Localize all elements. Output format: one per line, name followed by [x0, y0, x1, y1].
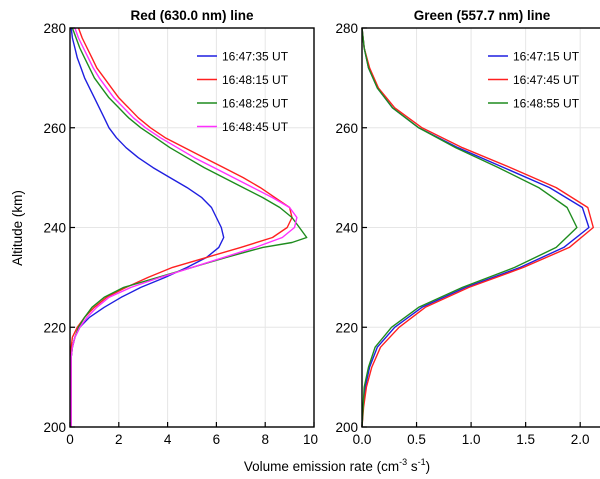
green-line-panel: Green (557.7 nm) line 200 220 240 260 280 0.0… — [335, 8, 600, 447]
x-tick-label: 0 — [66, 432, 74, 447]
y-tick-label: 260 — [43, 121, 66, 136]
y-tick-label: 260 — [335, 121, 358, 136]
x-axis-label: Volume emission rate (cm-3 s-1) — [244, 457, 430, 474]
x-tick-label: 8 — [261, 432, 269, 447]
x-tick-label: 10 — [303, 432, 318, 447]
series-line — [70, 27, 298, 427]
series-line — [361, 27, 594, 428]
legend-label: 16:47:45 UT — [513, 73, 580, 87]
series-line — [70, 27, 225, 427]
red-panel-title: Red (630.0 nm) line — [130, 8, 254, 23]
y-tick-label: 220 — [335, 320, 358, 335]
x-tick-label: 0.5 — [407, 432, 426, 447]
series-line — [70, 27, 308, 427]
x-tick-label: 4 — [164, 432, 172, 447]
red-line-panel: Red (630.0 nm) line 200 220 240 260 280 0 2 4 6 8… — [43, 8, 318, 447]
x-tick-label: 6 — [213, 432, 221, 447]
legend-label: 16:48:45 UT — [222, 120, 289, 134]
y-tick-label: 220 — [43, 320, 66, 335]
x-tick-label: 0.0 — [353, 432, 372, 447]
legend-label: 16:47:35 UT — [222, 50, 289, 64]
y-tick-label: 200 — [43, 420, 66, 435]
y-tick-label: 200 — [335, 420, 358, 435]
y-tick-label: 240 — [335, 221, 358, 236]
x-tick-label: 1.0 — [462, 432, 481, 447]
legend-label: 16:48:15 UT — [222, 73, 289, 87]
series-line — [361, 27, 578, 428]
series-line — [70, 27, 293, 427]
green-panel-title: Green (557.7 nm) line — [414, 8, 551, 23]
legend-label: 16:47:15 UT — [513, 50, 580, 64]
y-axis-label: Altitude (km) — [10, 190, 25, 266]
y-tick-label: 240 — [43, 221, 66, 236]
legend-label: 16:48:55 UT — [513, 97, 580, 111]
x-tick-label: 2.0 — [571, 432, 590, 447]
y-tick-label: 280 — [335, 21, 358, 36]
y-tick-label: 280 — [43, 21, 66, 36]
x-tick-label: 2 — [115, 432, 123, 447]
x-tick-label: 1.5 — [516, 432, 535, 447]
legend-label: 16:48:25 UT — [222, 97, 289, 111]
